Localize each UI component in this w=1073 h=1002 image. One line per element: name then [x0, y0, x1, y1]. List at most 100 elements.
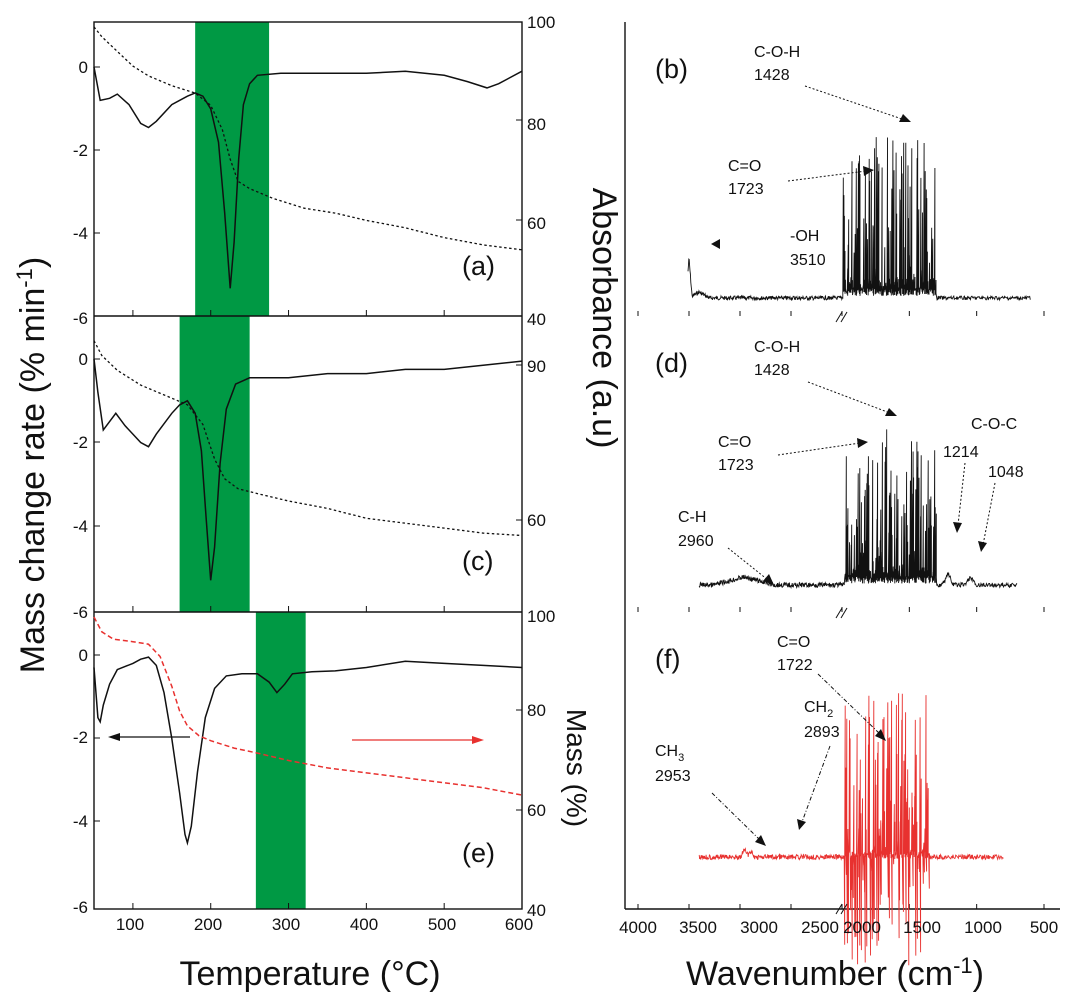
rtick-c-0: 90 [527, 357, 546, 376]
tick-label-e-1: -2 [73, 728, 88, 747]
arrow-d-1048 [982, 482, 996, 546]
arrow-f-ch2 [801, 745, 831, 823]
rtick-a-0: 100 [527, 13, 555, 32]
wavenumber-xlabel: Wavenumber (cm-1) [686, 953, 984, 993]
arrowhead-d-1214 [953, 522, 962, 533]
arrow-d-ch [727, 547, 769, 581]
left-panels: (a) (c) (e) 0 -2 -4 0 -2 -4 -6 -6 0 -2 -… [73, 13, 556, 934]
ann-d-1048: 1048 [988, 464, 1024, 481]
ann-f-co: C=O [777, 634, 810, 651]
xtick-temp-600: 600 [505, 915, 533, 934]
xtick-temp-500: 500 [428, 915, 456, 934]
arrowhead-f-co [875, 729, 886, 741]
ann-d-coc: C-O-C [971, 416, 1017, 433]
ann-d-1214: 1214 [943, 444, 979, 461]
right-panels: (b) (d) (f) C-O-H 1428 C=O 1723 -OH 3510… [619, 22, 1060, 966]
arrow-d-co [777, 442, 861, 456]
ann-f-2893: 2893 [804, 724, 840, 741]
spectrum-f [698, 693, 1004, 966]
ann-b-3510: 3510 [790, 252, 826, 269]
xtick-temp-100: 100 [116, 915, 144, 934]
arrowhead-d-coh [885, 408, 897, 416]
axis-break-b [835, 311, 848, 323]
rtick-c-1: 60 [527, 511, 546, 530]
xtick-wn-1500: 1500 [903, 918, 941, 937]
ann-b-oh: -OH [790, 228, 819, 245]
tick-label-a-0: 0 [79, 58, 88, 77]
tick-label-c-3: -6 [73, 309, 88, 328]
ann-b-coh: C-O-H [754, 44, 800, 61]
right-axis-ticks [516, 21, 522, 910]
tick-label-c-2: -4 [73, 517, 88, 536]
panel-label-f: (f) [655, 644, 680, 674]
panel-label-b: (b) [655, 54, 688, 84]
ann-b-1428: 1428 [754, 67, 790, 84]
xtick-wn-500: 500 [1030, 918, 1058, 937]
tick-label-e-0: 0 [79, 646, 88, 665]
xtick-wn-4000: 4000 [619, 918, 657, 937]
ann-d-ch: C-H [678, 509, 706, 526]
ann-f-1722: 1722 [777, 657, 813, 674]
arrowhead-b-co [863, 166, 874, 176]
xtick-wn-2000: 2000 [843, 918, 881, 937]
arrow-to-left-axis [108, 733, 190, 741]
xtick-temp-300: 300 [272, 915, 300, 934]
panel-label-a: (a) [462, 251, 495, 281]
axis-break-d [835, 607, 848, 619]
xtick-wn-2500: 2500 [801, 918, 839, 937]
spectrum-d [698, 429, 1018, 590]
tick-label-c-0: 0 [79, 350, 88, 369]
rate-curve-c [93, 358, 523, 581]
highlight-band-c [179, 316, 250, 612]
ann-f-ch3: CH3 [655, 743, 684, 764]
ann-d-1428: 1428 [754, 362, 790, 379]
arrowhead-b-coh [899, 114, 911, 122]
rtick-e-0: 100 [527, 607, 555, 626]
tick-label-c-1: -2 [73, 433, 88, 452]
ann-b-co: C=O [728, 158, 761, 175]
panel-label-c: (c) [462, 546, 493, 576]
ann-d-co: C=O [718, 434, 751, 451]
left-frame [93, 21, 523, 910]
left-ylabel: Mass change rate (% min-1) [12, 257, 52, 673]
arrow-f-ch3 [711, 792, 761, 841]
arrowhead-b-oh [711, 239, 720, 249]
temperature-xlabel: Temperature (°C) [179, 955, 440, 993]
tick-label-e-2: -4 [73, 812, 88, 831]
ann-d-coh: C-O-H [754, 339, 800, 356]
rate-curve-e [93, 656, 523, 846]
arrowhead-f-ch2 [797, 819, 806, 830]
temperature-axis-ticks [132, 310, 523, 909]
spectrum-b [687, 137, 1031, 302]
xtick-wn-1000: 1000 [964, 918, 1002, 937]
rtick-e-2: 60 [527, 801, 546, 820]
absorbance-curve-c [93, 340, 523, 537]
tick-label-a-1: -2 [73, 141, 88, 160]
ann-d-1723: 1723 [718, 457, 754, 474]
rtick-e-3: 40 [527, 901, 546, 920]
xtick-temp-400: 400 [350, 915, 378, 934]
tick-label-e-top: -6 [73, 603, 88, 622]
axis-break-f [835, 903, 848, 915]
right-ylabel-mass: Mass (%) [561, 709, 592, 827]
left-axis-ticks [94, 66, 100, 910]
panel-label-d: (d) [655, 348, 688, 378]
arrow-b-coh [804, 85, 906, 121]
arrowhead-d-1048 [978, 541, 987, 552]
ann-d-2960: 2960 [678, 533, 714, 550]
rtick-a-2: 60 [527, 214, 546, 233]
absorbance-curve-a [93, 26, 523, 251]
highlight-band-e [255, 612, 306, 909]
arrowhead-d-co [857, 438, 868, 448]
right-ylabel-absorbance: Absorbance (a.u) [585, 188, 623, 449]
ann-f-ch2: CH2 [804, 699, 833, 720]
rtick-a-3: 40 [527, 310, 546, 329]
ann-b-1723: 1723 [728, 181, 764, 198]
rtick-e-1: 80 [527, 701, 546, 720]
arrowhead-f-ch3 [755, 835, 766, 846]
arrow-b-co [787, 170, 867, 182]
rtick-a-1: 80 [527, 115, 546, 134]
ann-f-2953: 2953 [655, 768, 691, 785]
arrow-to-right-axis [352, 736, 484, 744]
